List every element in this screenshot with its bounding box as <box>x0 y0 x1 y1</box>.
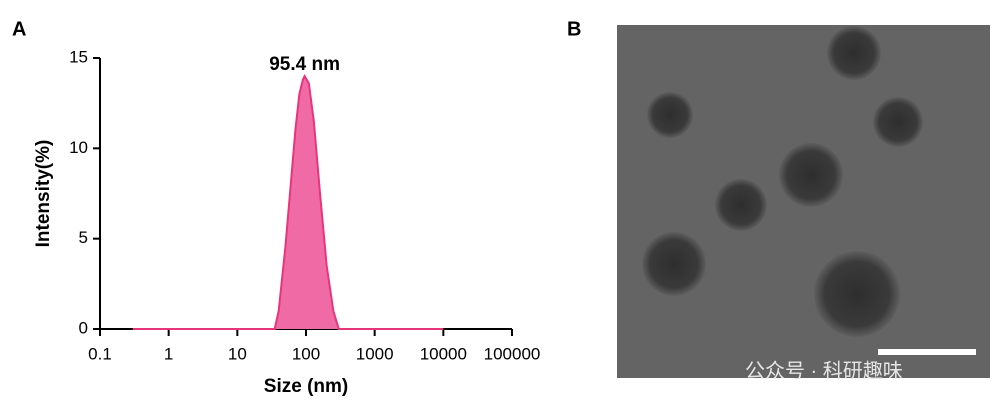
x-tick-label: 10 <box>228 344 247 363</box>
x-tick-label: 100 <box>292 344 320 363</box>
scale-bar <box>878 349 976 355</box>
panel-label: B <box>567 18 581 40</box>
particle <box>642 232 706 296</box>
y-axis-label: Intensity(%) <box>33 140 54 248</box>
x-axis-label: Size (nm) <box>264 376 348 397</box>
watermark: 公众号 · 科研趣味 <box>745 359 903 382</box>
x-tick-label: 0.1 <box>88 344 112 363</box>
particle <box>873 97 923 147</box>
x-tick-label: 1 <box>164 344 173 363</box>
panel-label: A <box>12 18 26 40</box>
x-tick-label: 1000 <box>356 344 394 363</box>
area-fill <box>132 76 444 329</box>
tem-image: 公众号 · 科研趣味 <box>617 25 990 382</box>
x-tick-label: 100000 <box>484 344 541 363</box>
area-line <box>132 73 444 330</box>
particle <box>647 92 693 138</box>
y-tick-label: 10 <box>69 138 88 157</box>
peak-annotation: 95.4 nm <box>269 54 340 75</box>
y-tick-label: 0 <box>79 318 88 337</box>
y-tick-label: 5 <box>79 228 88 247</box>
y-tick-label: 15 <box>69 47 88 66</box>
particle <box>827 26 881 80</box>
x-tick-label: 10000 <box>420 344 467 363</box>
particle <box>715 179 767 231</box>
particle <box>779 143 843 207</box>
particle <box>814 251 900 337</box>
